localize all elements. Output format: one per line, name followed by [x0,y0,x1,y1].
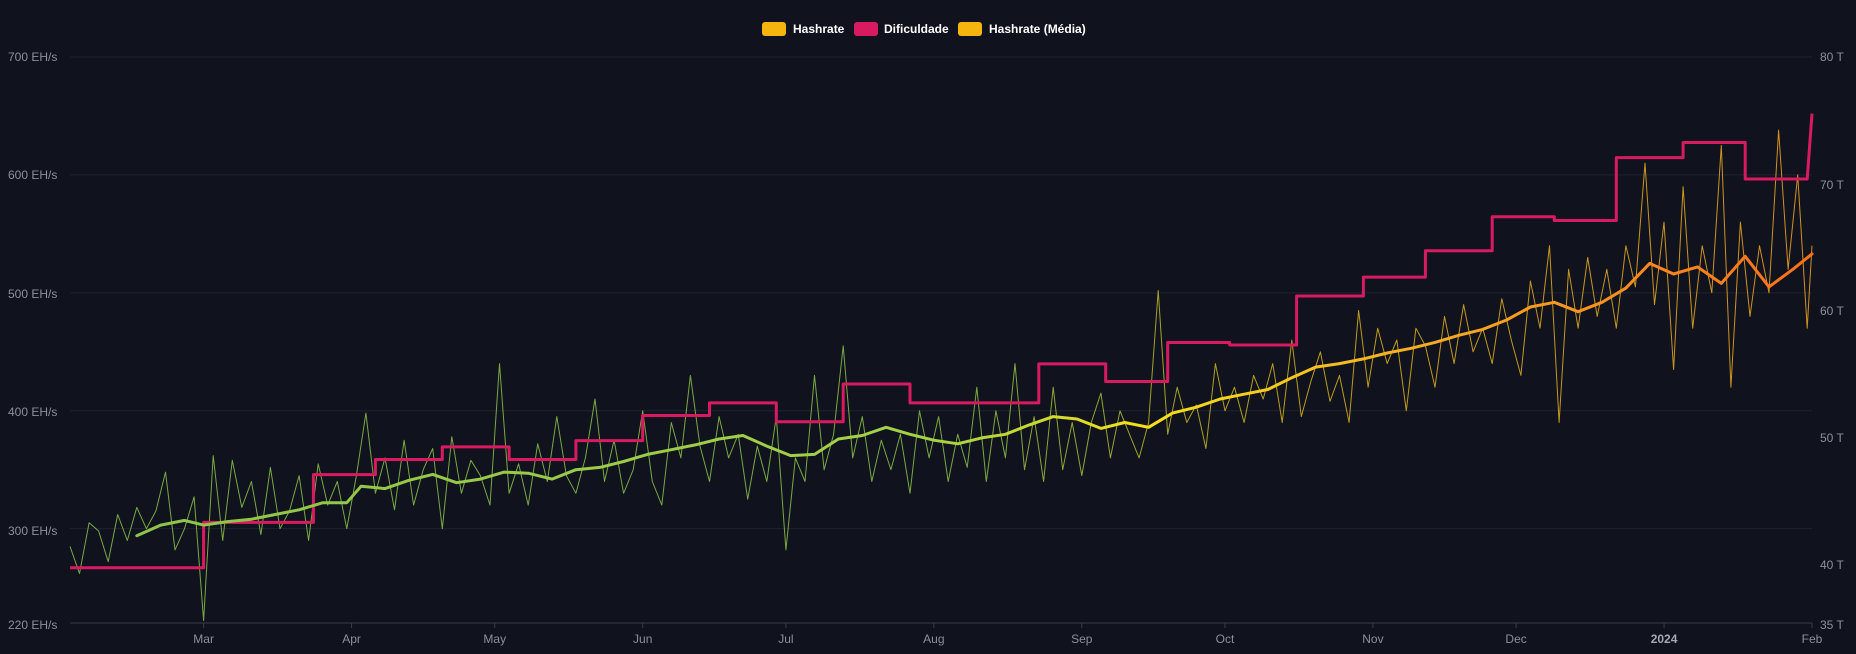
x-tick-label: Jul [778,632,793,646]
x-tick-label: Apr [342,632,361,646]
x-tick-label: May [483,632,506,646]
series-line-difficulty[interactable] [70,113,1814,570]
legend-swatch-hashrate-average [958,22,982,36]
series-line-hashrate-average[interactable] [135,252,1814,538]
x-axis: Mar Apr May Jun Jul Aug Sep Oct Nov Dec 2024 Feb [70,622,1823,646]
x-tick-label: Aug [923,632,944,646]
left-y-axis: 700 EH/s 600 EH/s 500 EH/s 400 EH/s 300 … [8,50,57,632]
left-tick-label: 700 EH/s [8,50,57,64]
right-tick-label: 60 T [1820,304,1844,318]
legend-item-difficulty[interactable]: Dificuldade [854,22,949,36]
legend-item-hashrate[interactable]: Hashrate [762,22,845,36]
x-tick-label: Feb [1802,632,1823,646]
right-tick-label: 50 T [1820,431,1844,445]
legend-label-hashrate: Hashrate [793,22,845,36]
left-tick-label: 600 EH/s [8,168,57,182]
x-tick-label: 2024 [1651,632,1678,646]
left-tick-label: 400 EH/s [8,405,57,419]
right-y-axis: 80 T 70 T 60 T 50 T 40 T 35 T [1820,50,1844,632]
left-tick-label: 300 EH/s [8,524,57,538]
legend-swatch-difficulty [854,22,878,36]
series-layer [69,113,1814,622]
legend-swatch-hashrate [762,22,786,36]
x-tick-label: Oct [1216,632,1235,646]
right-tick-label: 80 T [1820,50,1844,64]
x-tick-label: Mar [193,632,214,646]
gridlines [70,56,1812,530]
series-line-hashrate[interactable] [69,129,1813,622]
legend-item-hashrate-average[interactable]: Hashrate (Média) [958,22,1086,36]
x-tick-label: Dec [1505,632,1526,646]
legend: Hashrate Dificuldade Hashrate (Média) [762,22,1086,36]
x-tick-label: Nov [1362,632,1383,646]
right-tick-label: 35 T [1820,618,1844,632]
left-tick-label: 220 EH/s [8,618,57,632]
legend-label-difficulty: Dificuldade [884,22,949,36]
right-tick-label: 40 T [1820,558,1844,572]
x-tick-label: Sep [1071,632,1093,646]
x-tick-label: Jun [633,632,652,646]
right-tick-label: 70 T [1820,178,1844,192]
left-tick-label: 500 EH/s [8,287,57,301]
legend-label-hashrate-average: Hashrate (Média) [989,22,1086,36]
